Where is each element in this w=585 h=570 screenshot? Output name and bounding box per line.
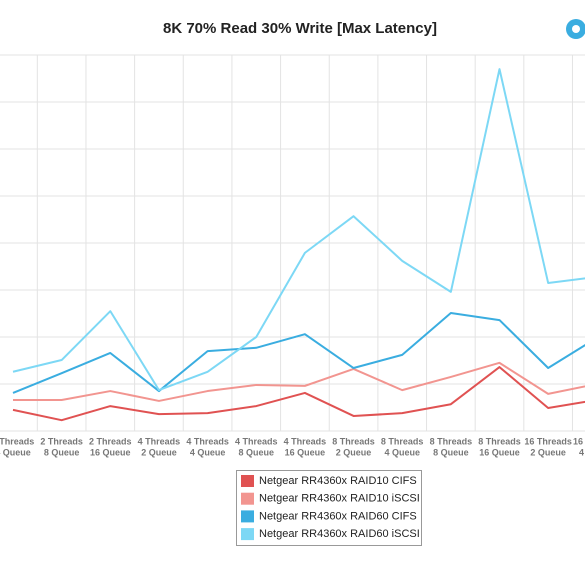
legend (236, 470, 422, 546)
x-tick-label: 4 Queue (579, 447, 585, 457)
x-tick-label: 16 Queue (90, 447, 131, 457)
chart-title: 8K 70% Read 30% Write [Max Latency] (163, 20, 437, 37)
legend-swatch (241, 492, 254, 505)
x-tick-label: 2 Queue (336, 447, 372, 457)
x-tick-label: 4 Queue (0, 447, 31, 457)
legend-swatch (241, 510, 254, 523)
x-tick-label: 2 Threads (40, 436, 83, 446)
menu-icon-dot (572, 25, 580, 33)
legend-label: Netgear RR4360x RAID10 CIFS (259, 475, 417, 487)
x-tick-label: 8 Threads (478, 436, 521, 446)
x-tick-label: 8 Queue (433, 447, 469, 457)
series-line (12, 68, 585, 392)
legend-swatch (241, 528, 254, 541)
x-tick-label: 2 Queue (141, 447, 177, 457)
x-tick-label: 4 Threads (284, 436, 327, 446)
x-tick-label: 8 Threads (381, 436, 424, 446)
series-line (12, 366, 585, 422)
x-tick-label: 16 Threads (524, 436, 572, 446)
x-tick-label: 2 Queue (530, 447, 566, 457)
x-tick-label: 8 Queue (238, 447, 274, 457)
legend-label: Netgear RR4360x RAID60 iSCSI (259, 528, 420, 540)
legend-label: Netgear RR4360x RAID10 iSCSI (259, 493, 420, 505)
x-tick-label: 4 Threads (186, 436, 229, 446)
x-tick-label: 4 Threads (138, 436, 181, 446)
x-tick-label: 16 Threads (573, 436, 585, 446)
x-tick-label: 8 Threads (332, 436, 375, 446)
legend-swatch (241, 475, 254, 487)
series-line (12, 312, 585, 394)
x-tick-label: 16 Queue (285, 447, 326, 457)
x-tick-label: 16 Queue (479, 447, 520, 457)
x-tick-label: 2 Threads (89, 436, 132, 446)
x-tick-label: 8 Threads (430, 436, 473, 446)
legend-label: Netgear RR4360x RAID60 CIFS (259, 510, 417, 522)
series-line (13, 361, 585, 402)
x-tick-label: 4 Queue (190, 447, 226, 457)
x-tick-label: 8 Queue (44, 447, 80, 457)
x-tick-label: 2 Threads (0, 436, 34, 446)
x-tick-label: 4 Queue (384, 447, 420, 457)
x-tick-label: 4 Threads (235, 436, 278, 446)
